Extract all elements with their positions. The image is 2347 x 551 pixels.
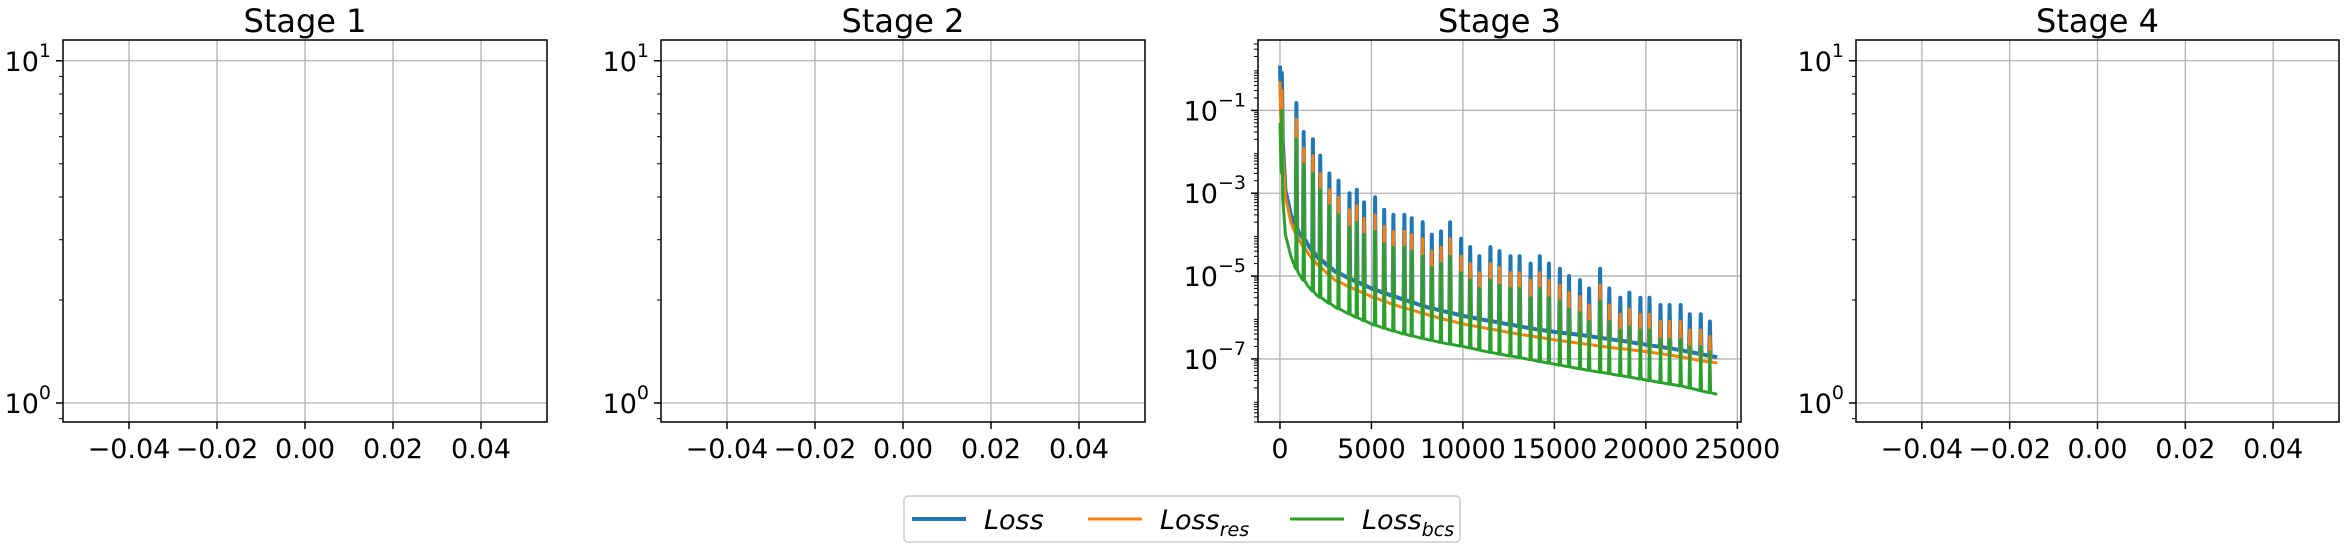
x-tick-label: 0.04	[1049, 434, 1109, 465]
x-tick-label: 15000	[1511, 434, 1597, 465]
legend-frame	[903, 495, 1461, 543]
subplot-title: Stage 1	[244, 2, 367, 40]
x-tick-label: −0.04	[686, 434, 769, 465]
legend: Loss Lossres Lossbcs	[903, 495, 1461, 543]
x-tick-label: 10000	[1420, 434, 1506, 465]
y-tick-label: 10−1	[1184, 89, 1246, 127]
subplot-1: −0.04 −0.02 0.00 0.02 0.04 100 101 Stage 1	[5, 2, 548, 465]
y-tick-label: 10−7	[1184, 338, 1246, 376]
x-tick-label: 0	[1271, 434, 1288, 465]
legend-label: Lossbcs	[1362, 505, 1454, 541]
subplot-2: −0.04 −0.02 0.00 0.02 0.04 100 101 Stage 2	[603, 2, 1146, 465]
x-tick-label: 25000	[1694, 434, 1780, 465]
x-tick-label: 0.04	[451, 434, 511, 465]
y-tick-label: 101	[603, 40, 649, 78]
legend-item-res: Lossres	[1088, 505, 1249, 541]
series-line-bcs	[1278, 108, 1718, 396]
subplot-3: 0 5000 10000 15000 20000 25000 10−7 10−5 10−3 10−…	[1184, 2, 1781, 465]
x-tick-label: 20000	[1603, 434, 1689, 465]
x-tick-label: 0.00	[275, 434, 335, 465]
subplot-title: Stage 4	[2036, 2, 2159, 40]
x-tick-label: 0.00	[2067, 434, 2127, 465]
x-tick-label: −0.04	[1880, 434, 1963, 465]
x-tick-label: −0.02	[774, 434, 857, 465]
y-tick-label: 101	[5, 40, 51, 78]
subplot-title: Stage 3	[1438, 2, 1561, 40]
y-tick-label: 100	[1798, 382, 1844, 420]
y-tick-label: 100	[5, 382, 51, 420]
y-tick-label: 101	[1798, 40, 1844, 78]
x-tick-label: −0.04	[88, 434, 171, 465]
legend-label: Lossres	[1160, 505, 1249, 541]
y-tick-label: 10−3	[1184, 172, 1246, 210]
x-tick-label: 0.00	[873, 434, 933, 465]
x-tick-label: 0.04	[2243, 434, 2303, 465]
x-tick-label: 0.02	[2155, 434, 2215, 465]
x-tick-label: 0.02	[363, 434, 423, 465]
axes-frame	[1257, 39, 1742, 423]
x-tick-label: −0.02	[1968, 434, 2051, 465]
legend-label: Loss	[984, 505, 1044, 536]
y-tick-label: 100	[603, 382, 649, 420]
subplot-title: Stage 2	[842, 2, 965, 40]
legend-item-bcs: Lossbcs	[1290, 505, 1454, 541]
x-tick-label: −0.02	[176, 434, 259, 465]
subplot-4: −0.04 −0.02 0.00 0.02 0.04 100 101 Stage 4	[1798, 2, 2340, 465]
x-tick-label: 5000	[1337, 434, 1406, 465]
legend-item-loss: Loss	[912, 505, 1044, 536]
series-line-res	[1278, 81, 1718, 365]
x-tick-label: 0.02	[961, 434, 1021, 465]
y-tick-label: 10−5	[1184, 255, 1246, 293]
